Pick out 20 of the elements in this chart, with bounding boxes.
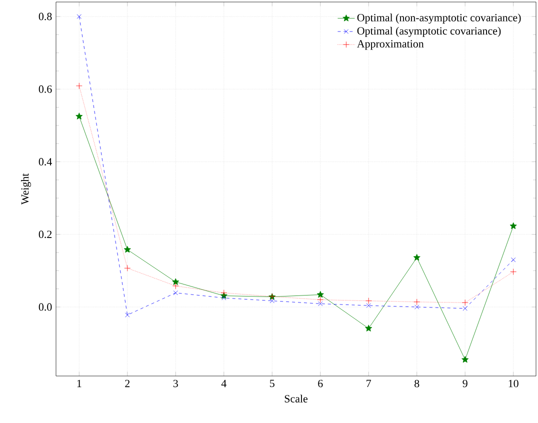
legend-label: Approximation <box>357 40 424 50</box>
y-tick-label: 0.8 <box>38 12 52 20</box>
x-tick-label: 9 <box>462 380 468 388</box>
x-tick-label: 10 <box>508 380 518 388</box>
y-tick-label: 0.2 <box>38 230 52 238</box>
y-tick-label: 0.6 <box>38 85 52 93</box>
y-tick-label: 0.4 <box>38 158 52 166</box>
x-tick-label: 4 <box>221 380 226 388</box>
x-tick-label: 5 <box>270 380 274 388</box>
x-tick-label: 1 <box>77 380 82 388</box>
y-axis-title: Weight <box>20 173 31 205</box>
x-tick-label: 2 <box>125 380 130 388</box>
x-tick-label: 6 <box>318 380 323 388</box>
x-tick-label: 3 <box>173 380 178 388</box>
y-tick-label: 0.0 <box>38 303 52 311</box>
x-tick-label: 7 <box>366 380 372 388</box>
legend-label: Optimal (asymptotic covariance) <box>357 26 501 37</box>
legend-label: Optimal (non-asymptotic covariance) <box>357 14 521 24</box>
x-tick-label: 8 <box>414 380 420 388</box>
x-axis-title: Scale <box>284 394 308 402</box>
